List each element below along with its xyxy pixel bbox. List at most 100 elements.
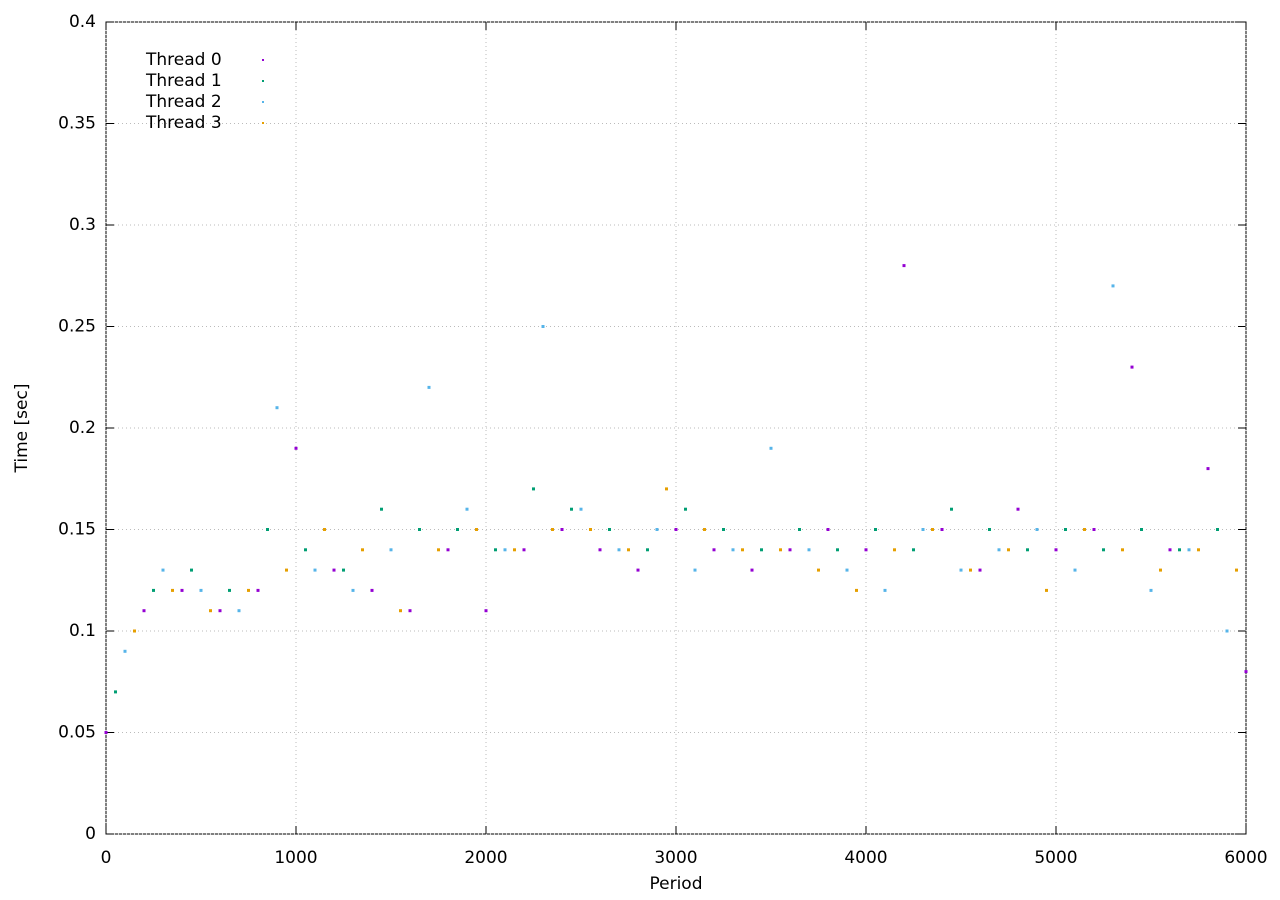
point <box>684 507 687 511</box>
point <box>798 528 801 531</box>
point <box>608 528 611 531</box>
point <box>931 528 934 531</box>
point <box>988 528 991 531</box>
point <box>418 528 421 531</box>
point <box>1016 507 1020 511</box>
point <box>256 588 260 592</box>
point <box>940 528 944 531</box>
point <box>142 609 146 613</box>
point <box>589 528 592 531</box>
x-tick-label: 5000 <box>1034 848 1077 868</box>
point <box>1092 528 1096 531</box>
legend-marker <box>262 59 264 61</box>
point <box>389 548 393 552</box>
point <box>484 609 488 613</box>
point <box>1178 548 1181 552</box>
legend-label: Thread 3 <box>145 113 222 133</box>
point <box>807 548 811 552</box>
point <box>598 548 602 552</box>
point <box>1111 284 1115 288</box>
point <box>750 568 754 572</box>
point <box>731 548 735 552</box>
point <box>921 528 925 531</box>
point <box>769 446 773 450</box>
point <box>817 568 820 572</box>
point <box>275 406 279 410</box>
point <box>741 548 744 552</box>
point <box>133 629 136 633</box>
point <box>437 548 440 552</box>
point <box>674 528 678 531</box>
x-tick-label: 3000 <box>654 848 697 868</box>
point <box>494 548 497 552</box>
point <box>408 609 412 613</box>
point <box>912 548 915 552</box>
point <box>513 548 516 552</box>
point <box>1083 528 1086 531</box>
point <box>446 548 450 552</box>
x-tick-label: 6000 <box>1224 848 1267 868</box>
point <box>1007 548 1010 552</box>
point <box>475 528 478 531</box>
point <box>1244 670 1248 674</box>
point <box>693 568 697 572</box>
point <box>1168 548 1172 552</box>
point <box>1149 588 1153 592</box>
point <box>560 528 564 531</box>
point <box>209 609 212 613</box>
point <box>218 609 222 613</box>
point <box>1064 528 1067 531</box>
point <box>627 548 630 552</box>
point <box>855 588 858 592</box>
point <box>1045 588 1048 592</box>
point <box>1073 568 1077 572</box>
point <box>237 609 241 613</box>
point <box>522 548 526 552</box>
point <box>722 528 725 531</box>
point <box>104 731 108 734</box>
point <box>199 588 203 592</box>
point <box>1121 548 1124 552</box>
point <box>313 568 317 572</box>
point <box>361 548 364 552</box>
point <box>190 568 193 572</box>
point <box>551 528 554 531</box>
point <box>228 588 231 592</box>
point <box>636 568 640 572</box>
point <box>114 690 117 694</box>
point <box>617 548 621 552</box>
point <box>456 528 459 531</box>
x-tick-label: 4000 <box>844 848 887 868</box>
point <box>1225 629 1229 633</box>
point <box>541 325 545 328</box>
point <box>579 507 583 511</box>
point <box>712 548 716 552</box>
point <box>1216 528 1219 531</box>
legend-label: Thread 2 <box>145 92 222 112</box>
point <box>826 528 830 531</box>
point <box>285 568 288 572</box>
point <box>893 548 896 552</box>
point <box>874 528 877 531</box>
point <box>304 548 307 552</box>
point <box>1187 548 1191 552</box>
point <box>123 649 127 653</box>
point <box>1206 467 1210 471</box>
y-tick-label: 0.1 <box>69 621 96 641</box>
point <box>864 548 868 552</box>
point <box>1140 528 1143 531</box>
point <box>1102 548 1105 552</box>
point <box>342 568 345 572</box>
y-tick-label: 0 <box>85 824 96 844</box>
point <box>1197 548 1200 552</box>
legend-marker <box>262 122 264 124</box>
y-tick-label: 0.4 <box>69 12 96 32</box>
x-tick-label: 2000 <box>464 848 507 868</box>
point <box>161 568 165 572</box>
point <box>779 548 782 552</box>
y-axis-label: Time [sec] <box>12 384 32 474</box>
point <box>646 548 649 552</box>
legend-label: Thread 0 <box>145 50 222 70</box>
point <box>180 588 184 592</box>
point <box>997 548 1001 552</box>
